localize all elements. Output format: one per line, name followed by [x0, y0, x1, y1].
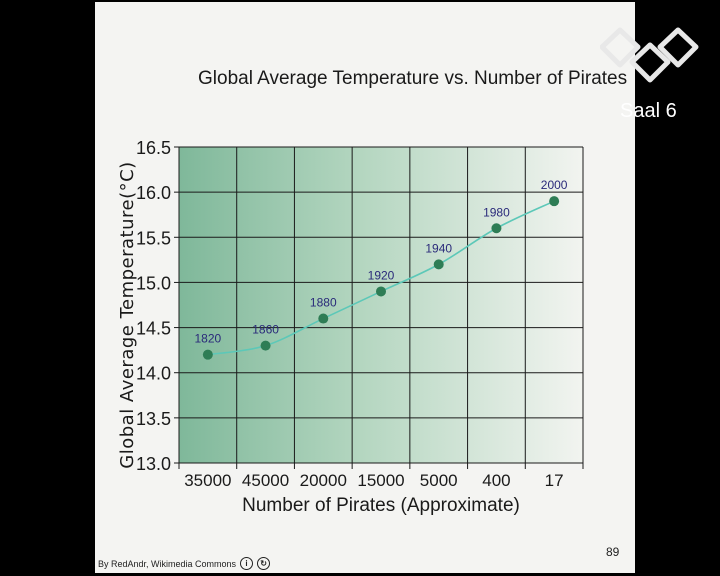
- point-label: 1920: [368, 268, 395, 282]
- data-point: [433, 259, 444, 270]
- data-point: [549, 196, 560, 207]
- y-tick-label: 15.5: [136, 228, 171, 248]
- y-axis-label: Global Average Temperature(°C): [117, 161, 138, 468]
- credit-line: By RedAndr, Wikimedia Commons i ↻: [98, 557, 271, 570]
- point-label: 1880: [310, 296, 337, 310]
- point-label: 1980: [483, 205, 510, 219]
- x-axis-label: Number of Pirates (Approximate): [242, 495, 520, 516]
- chart-title: Global Average Temperature vs. Number of…: [198, 68, 628, 89]
- y-tick-label: 13.5: [136, 409, 171, 429]
- y-tick-label: 13.0: [136, 454, 171, 474]
- channel-label: Saal 6: [620, 100, 677, 122]
- x-tick-labels: 35000 45000 20000 15000 5000 400 17: [184, 471, 563, 490]
- cc-sa-icon: ↻: [257, 557, 271, 570]
- ccc-logo-icon: [600, 27, 699, 83]
- y-tick-label: 16.5: [136, 138, 171, 158]
- y-tick-labels: 13.0 13.5 14.0 14.5 15.0 15.5 16.0 16.5: [136, 138, 171, 474]
- x-tick-label: 400: [482, 471, 510, 490]
- x-tick-label: 45000: [242, 471, 289, 490]
- x-tick-label: 5000: [420, 471, 458, 490]
- data-point: [260, 340, 271, 351]
- point-label: 1860: [252, 323, 279, 337]
- x-tick-label: 35000: [184, 471, 231, 490]
- data-points: [202, 196, 560, 360]
- data-point: [318, 313, 329, 324]
- point-label: 1820: [195, 332, 222, 346]
- credit-text: By RedAndr, Wikimedia Commons: [98, 558, 237, 569]
- y-tick-label: 14.5: [136, 319, 171, 339]
- x-tick-label: 15000: [357, 471, 404, 490]
- data-point: [376, 286, 386, 297]
- data-point: [491, 223, 502, 234]
- point-labels: 1820 1860 1880 1920 1940 1980 2000: [195, 178, 568, 345]
- page-number: 89: [606, 545, 620, 559]
- y-tick-label: 14.0: [136, 364, 171, 384]
- y-tick-label: 16.0: [136, 183, 171, 203]
- plot-area: [179, 147, 583, 463]
- point-label: 1940: [425, 241, 452, 255]
- point-label: 2000: [541, 178, 568, 192]
- cc-by-icon: i: [240, 557, 254, 570]
- y-tick-label: 15.0: [136, 273, 171, 293]
- x-tick-label: 17: [545, 471, 564, 490]
- data-point: [202, 349, 213, 360]
- x-tick-label: 20000: [300, 471, 347, 490]
- gridlines: [174, 146, 584, 469]
